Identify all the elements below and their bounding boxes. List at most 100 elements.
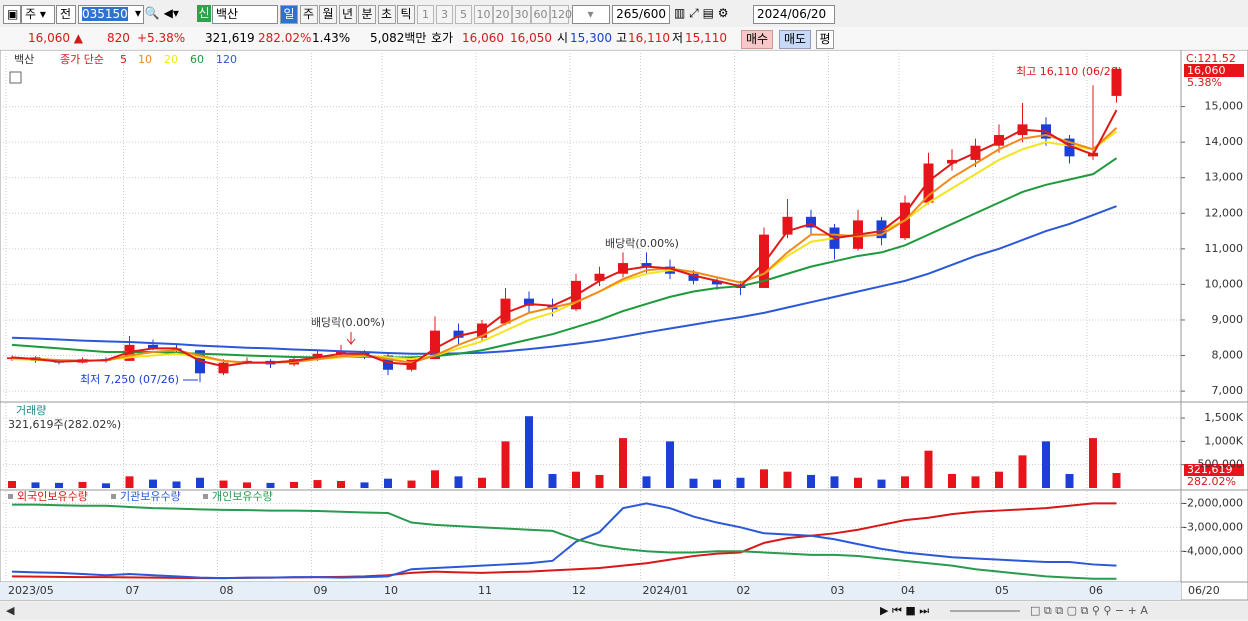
open-label: 시: [557, 31, 569, 45]
candle-body: [1064, 138, 1075, 157]
line: [11, 205, 1117, 355]
scrollbar[interactable]: [0, 602, 1248, 619]
volume-bar: [736, 477, 745, 488]
annotation-high: 최고 16,110 (06/20): [1016, 65, 1122, 78]
candle-body: [759, 234, 769, 288]
price: 16,060 ▲: [28, 31, 84, 45]
candle-body: [782, 216, 793, 235]
candle-body: [618, 263, 628, 274]
market-select[interactable]: 주 ▾: [21, 5, 55, 24]
annotation-low: 최저 7,250 (07/26): [80, 373, 179, 386]
volume-title: 거래량: [16, 404, 46, 417]
period-button[interactable]: 초: [377, 5, 396, 24]
prev-button[interactable]: 전: [56, 5, 76, 24]
line: [11, 130, 1118, 364]
candle-body: [500, 298, 511, 324]
x-tick-label: 02: [737, 584, 751, 597]
volume-bar: [995, 471, 1003, 488]
period-button[interactable]: 분: [358, 5, 376, 24]
period-button[interactable]: 틱: [397, 5, 415, 24]
legend-entry: 60: [190, 53, 204, 66]
volume-bar: [1065, 474, 1074, 488]
interval-button[interactable]: 120: [550, 5, 572, 24]
interval-button[interactable]: 3: [436, 5, 453, 24]
interval-button[interactable]: 30: [512, 5, 531, 24]
y-tick-label: 15,000: [1205, 100, 1244, 113]
volume-bar: [1042, 441, 1050, 488]
y-tick-label: 7,000: [1212, 384, 1244, 397]
period-button[interactable]: 월: [319, 5, 337, 24]
y-tick-label: 10,000: [1205, 277, 1244, 290]
line: [11, 127, 1118, 364]
nav-buttons[interactable]: ▶ ⏮ ■ ⏭: [880, 604, 929, 617]
icons[interactable]: ▾ 🔍 ◀▾: [135, 6, 179, 20]
buy-button[interactable]: 매수: [741, 30, 773, 49]
candle-body: [1111, 68, 1122, 96]
volume-bar: [337, 481, 345, 488]
x-tick-label: 11: [478, 584, 492, 597]
interval-button[interactable]: 1: [417, 5, 434, 24]
chart-title: 백산: [14, 53, 34, 66]
volume-bar: [501, 441, 510, 488]
interval-button[interactable]: 5: [455, 5, 472, 24]
code-input[interactable]: 035150: [78, 5, 144, 24]
volume-subtitle: 321,619주(282.02%): [8, 418, 121, 431]
change-pct: +5.38%: [137, 31, 186, 45]
legend-entry: 20: [164, 53, 178, 66]
volume-bar: [525, 416, 533, 488]
open: 15,300: [570, 31, 612, 45]
volume-bar: [196, 477, 204, 488]
avg-button[interactable]: 평: [816, 30, 834, 49]
period-button[interactable]: 주: [299, 5, 318, 24]
volume-bar: [971, 476, 980, 488]
interval-button[interactable]: 20: [493, 5, 512, 24]
legend-swatch: [111, 494, 116, 499]
volume-bar: [948, 474, 956, 488]
x-tick-label: 2023/05: [8, 584, 54, 597]
x-tick-label: 12: [572, 584, 586, 597]
legend-entry: 10: [138, 53, 152, 66]
current-volume-change: 282.02%: [1187, 475, 1236, 488]
current-price-box: [1184, 64, 1244, 77]
line: [12, 503, 1117, 580]
count-max: /600: [639, 7, 666, 21]
count[interactable]: 265/600: [612, 5, 670, 24]
y-tick-label: -4,000,000: [1183, 544, 1243, 557]
legend-entry: 개인보유수량: [212, 490, 273, 503]
volume-bar: [125, 476, 134, 488]
volume-bar: [830, 476, 839, 488]
volume-bar: [31, 482, 40, 488]
view-icons[interactable]: □ ⧉ ⧉ ▢ ⧉ ⚲ ⚲ − + A: [1030, 604, 1148, 617]
legend-entry: 5: [120, 53, 127, 66]
candle-body: [688, 273, 699, 281]
interval-button[interactable]: 60: [531, 5, 550, 24]
scroll-left[interactable]: ◀: [6, 604, 15, 617]
table-icon[interactable]: [9, 71, 22, 84]
volume-bar: [266, 482, 275, 488]
volume-bar: [901, 476, 909, 488]
x-cursor-label: 06/20: [1188, 584, 1220, 597]
volume-ratio: 282.02%: [258, 31, 312, 45]
legend-entry: 외국인보유수량: [17, 490, 88, 503]
stock-name: 백산: [212, 5, 278, 24]
sell-button[interactable]: 매도: [779, 30, 811, 49]
candle-body: [994, 135, 1004, 146]
icons[interactable]: ▥ ⤢ ▤ ⚙: [674, 6, 729, 20]
dropdown[interactable]: ▾: [572, 5, 610, 24]
volume-bar: [713, 479, 721, 488]
count-value: 265: [616, 7, 640, 21]
volume-bar: [666, 441, 674, 488]
volume-bar: [55, 482, 63, 488]
volume-bar: [760, 469, 768, 488]
volume-bar: [689, 478, 698, 488]
date-input[interactable]: 2024/06/20: [753, 5, 835, 24]
candle-body: [453, 330, 464, 338]
period-button[interactable]: 년: [338, 5, 357, 24]
period-button[interactable]: 일: [280, 5, 298, 24]
icon[interactable]: ▣: [3, 5, 21, 24]
interval-button[interactable]: 10: [474, 5, 493, 24]
volume-bar: [1089, 438, 1097, 488]
candle-body: [712, 280, 722, 285]
high: 16,110: [628, 31, 670, 45]
